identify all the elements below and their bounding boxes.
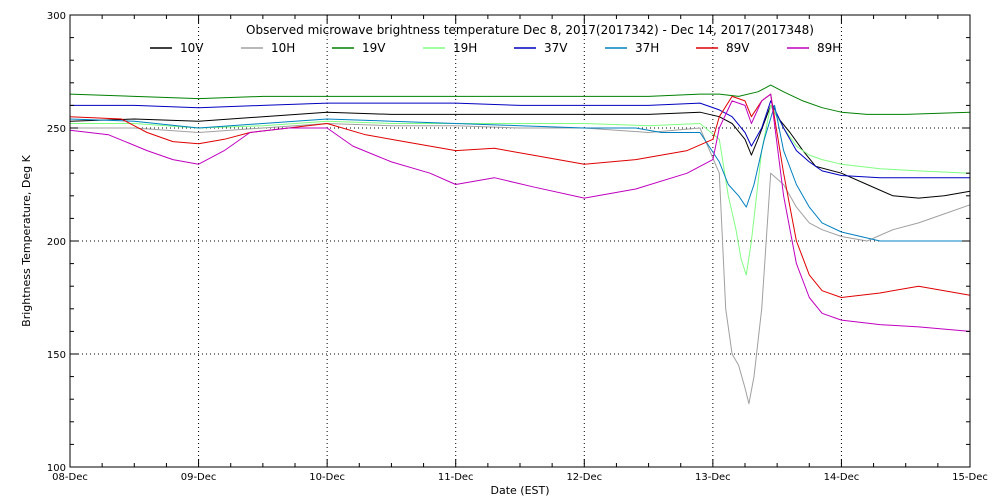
y-axis-label: Brightness Temperature, Deg K <box>20 154 33 326</box>
x-tick-label: 12-Dec <box>566 472 602 483</box>
gridlines <box>70 15 970 467</box>
x-tick-label: 15-Dec <box>952 472 988 483</box>
series-lines <box>69 84 971 405</box>
x-tick-label: 14-Dec <box>824 472 860 483</box>
series-line-10h <box>70 123 971 405</box>
legend-label-10v: 10V <box>180 41 204 55</box>
y-tick-label: 200 <box>47 237 66 248</box>
series-line-10v <box>69 104 971 199</box>
series-line-37v <box>70 100 970 179</box>
series-line-19h <box>70 104 971 276</box>
series-line-89v <box>69 93 971 298</box>
legend-label-89h: 89H <box>817 41 841 55</box>
y-tick-label: 300 <box>47 11 66 22</box>
x-tick-label: 10-Dec <box>309 472 345 483</box>
axis-ticks: 08-Dec 09-Dec 10-Dec 11-Dec 12-Dec 13-Dec 14-D… <box>47 11 988 483</box>
series-line-19v <box>69 84 971 115</box>
y-tick-label: 150 <box>47 350 66 361</box>
legend-label-19h: 19H <box>453 41 477 55</box>
x-tick-label: 09-Dec <box>181 472 217 483</box>
x-tick-label: 11-Dec <box>438 472 474 483</box>
legend-label-89v: 89V <box>726 41 750 55</box>
y-tick-label: 250 <box>47 124 66 135</box>
plot-background <box>70 15 970 467</box>
series-line-37h <box>69 104 970 242</box>
legend-label-19v: 19V <box>362 41 386 55</box>
legend-label-37h: 37H <box>635 41 659 55</box>
x-axis-label: Date (EST) <box>490 484 549 497</box>
chart-title: Observed microwave brightness temperatur… <box>246 23 814 37</box>
legend-label-10h: 10H <box>271 41 295 55</box>
x-tick-label: 08-Dec <box>52 472 88 483</box>
y-tick-label: 100 <box>47 463 66 474</box>
x-tick-label: 13-Dec <box>695 472 731 483</box>
legend: 10V 10H 19V 19H 37V 37H 89V 89H <box>150 41 841 55</box>
legend-label-37v: 37V <box>544 41 568 55</box>
series-line-89h <box>69 93 971 332</box>
